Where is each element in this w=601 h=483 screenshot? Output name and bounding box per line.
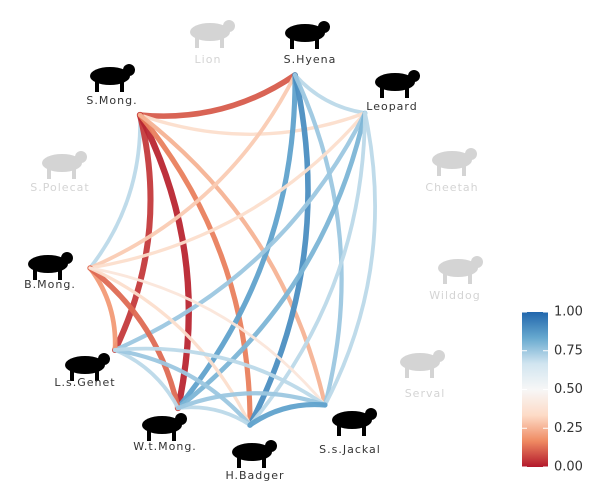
node-label: W.t.Mong. (133, 440, 197, 453)
edge (175, 110, 368, 411)
icon-leg (120, 80, 124, 92)
animal-icon (142, 413, 187, 441)
animal-icon (28, 252, 73, 280)
animal-icon (332, 408, 377, 436)
edge (111, 111, 154, 354)
icon-leg (362, 424, 366, 436)
icon-leg (33, 268, 37, 280)
animal-icon (65, 353, 110, 381)
icon-leg (147, 429, 151, 441)
edge (87, 265, 181, 411)
edge (88, 113, 142, 270)
edges (87, 72, 377, 428)
edge (88, 111, 367, 270)
animal-icon (375, 70, 420, 98)
node-label: S.Mong. (86, 94, 137, 107)
icon-head (408, 70, 420, 82)
animal-icon (285, 21, 330, 49)
animal-icon (190, 20, 235, 48)
colorbar-tick-label: 1.00 (554, 305, 583, 320)
icon-leg (72, 167, 76, 179)
icon-leg (262, 456, 266, 468)
icon-leg (405, 366, 409, 378)
icon-leg (437, 164, 441, 176)
icon-leg (405, 86, 409, 98)
icon-head (61, 252, 73, 264)
edge (112, 347, 253, 428)
icon-leg (95, 80, 99, 92)
icon-leg (430, 366, 434, 378)
node-label: S.s.Jackal (319, 443, 381, 456)
icon-leg (70, 369, 74, 381)
edge (175, 72, 298, 411)
icon-leg (443, 272, 447, 284)
node-label: Leopard (366, 100, 417, 113)
icon-leg (95, 369, 99, 381)
icon-head (123, 64, 135, 76)
icon-leg (462, 164, 466, 176)
edge (88, 266, 327, 407)
edge (113, 348, 180, 410)
animal-icon (42, 151, 87, 179)
edge (138, 111, 367, 136)
node-label: Wilddog (429, 289, 480, 302)
icon-leg (380, 86, 384, 98)
animal-icon (438, 256, 483, 284)
node-label: Cheetah (425, 181, 478, 194)
edge (247, 72, 311, 428)
node-label: Lion (195, 53, 222, 66)
icon-head (175, 413, 187, 425)
edge (88, 73, 297, 270)
edge (137, 112, 253, 428)
icon-leg (237, 456, 241, 468)
edge (137, 112, 328, 408)
edge (88, 266, 252, 427)
edge (323, 111, 377, 407)
icon-head (98, 353, 110, 365)
animal-icon (232, 440, 277, 468)
edge (113, 346, 327, 407)
node-label: H.Badger (225, 469, 284, 482)
icon-head (75, 151, 87, 163)
animal-icon (432, 148, 477, 176)
animal-icon (90, 64, 135, 92)
icon-head (433, 350, 445, 362)
icon-head (318, 21, 330, 33)
icon-leg (220, 36, 224, 48)
colorbar-tick-label: 0.00 (554, 460, 583, 475)
nodes: Lion S.Hyena Leopard Cheetah Wilddog Serval S.… (24, 20, 483, 482)
colorbar: 0.00 0.25 0.50 0.75 1.00 (522, 305, 583, 475)
icon-head (465, 148, 477, 160)
icon-head (471, 256, 483, 268)
edge (137, 72, 298, 119)
icon-leg (468, 272, 472, 284)
node-label: S.Hyena (284, 53, 337, 66)
edge (248, 111, 367, 427)
icon-head (365, 408, 377, 420)
edge (247, 401, 328, 428)
edge (175, 391, 328, 411)
node-label: Serval (405, 387, 446, 400)
animal-icon (400, 350, 445, 378)
icon-leg (337, 424, 341, 436)
icon-leg (195, 36, 199, 48)
icon-leg (290, 37, 294, 49)
icon-leg (47, 167, 51, 179)
node-label: S.Polecat (30, 181, 89, 194)
icon-head (223, 20, 235, 32)
icon-head (265, 440, 277, 452)
icon-leg (58, 268, 62, 280)
node-label: B.Mong. (24, 278, 76, 291)
colorbar-tick-label: 0.25 (554, 421, 583, 436)
node-label: L.s.Genet (54, 376, 115, 389)
edge (136, 111, 192, 412)
edge (292, 72, 344, 408)
icon-leg (172, 429, 176, 441)
edge (293, 73, 367, 115)
icon-leg (315, 37, 319, 49)
colorbar-tick-label: 0.50 (554, 382, 583, 397)
colorbar-tick-label: 0.75 (554, 343, 583, 358)
edge (112, 110, 368, 353)
